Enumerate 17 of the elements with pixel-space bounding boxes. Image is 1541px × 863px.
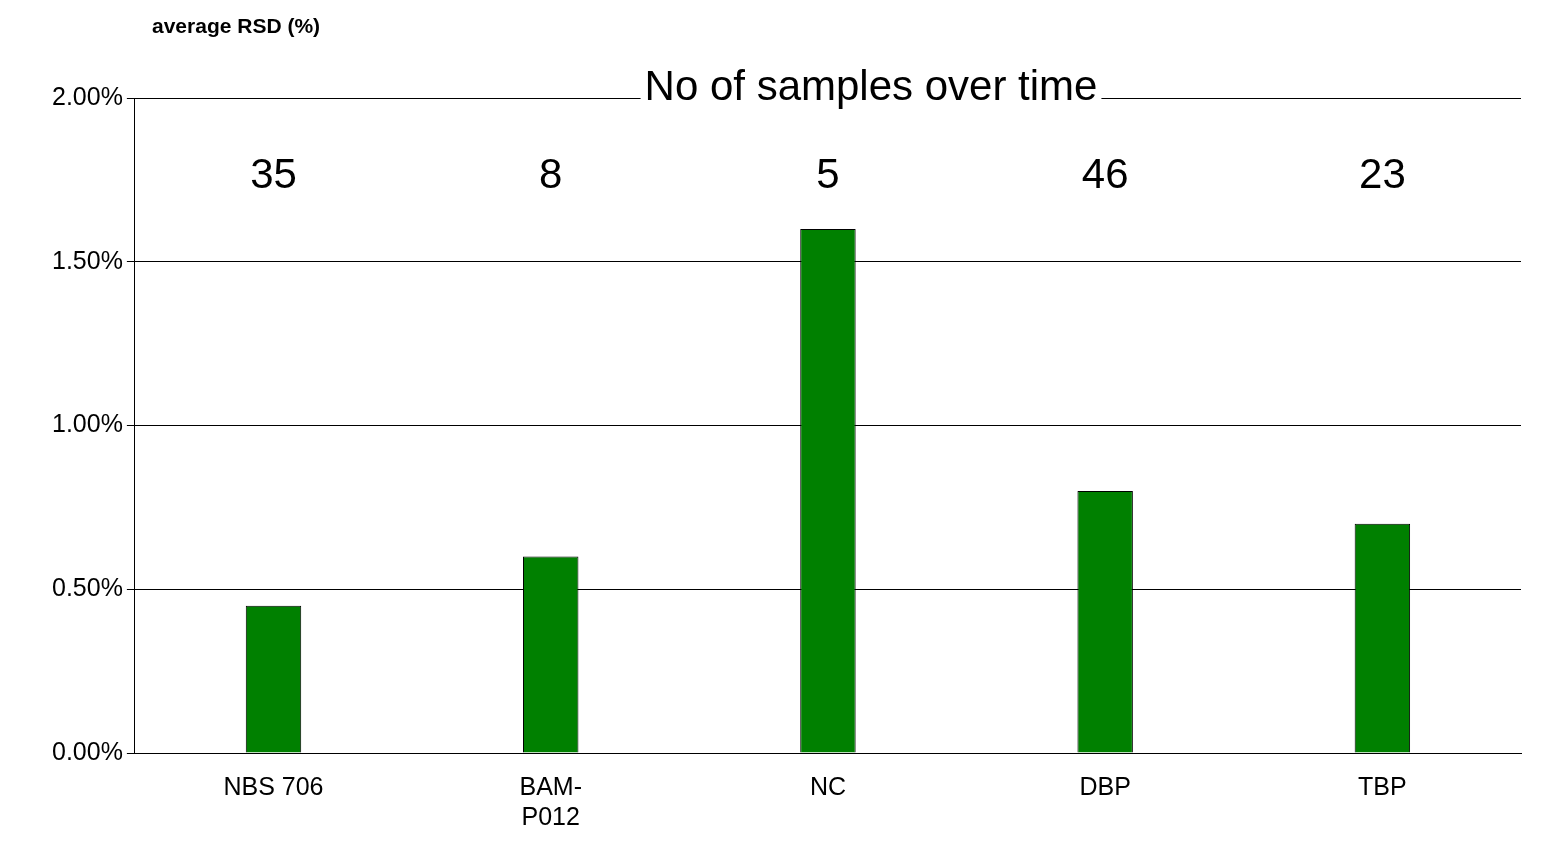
annotation: 5 <box>816 149 840 197</box>
y-tick-label: 0.50% <box>52 573 123 602</box>
annotation: 46 <box>1081 149 1129 197</box>
x-tick-label: NBS 706 <box>223 771 324 800</box>
x-tick-label: DBP <box>1079 771 1131 800</box>
y-tick-label: 1.00% <box>52 409 123 438</box>
x-tick-label: NC <box>809 771 846 800</box>
annotation: 35 <box>250 149 297 197</box>
annotation: 8 <box>539 149 563 197</box>
x-tick-label: TBP <box>1358 771 1407 800</box>
y-tick-label: 2.00% <box>52 81 123 110</box>
chart-title: No of samples over time <box>644 62 1098 109</box>
annotation: 23 <box>1359 149 1406 197</box>
y-axis-title: average RSD (%) <box>152 13 321 37</box>
x-tick-label: BAM-P012 <box>519 771 582 830</box>
y-tick-label: 1.50% <box>52 245 123 274</box>
y-tick-label: 0.00% <box>52 736 123 765</box>
